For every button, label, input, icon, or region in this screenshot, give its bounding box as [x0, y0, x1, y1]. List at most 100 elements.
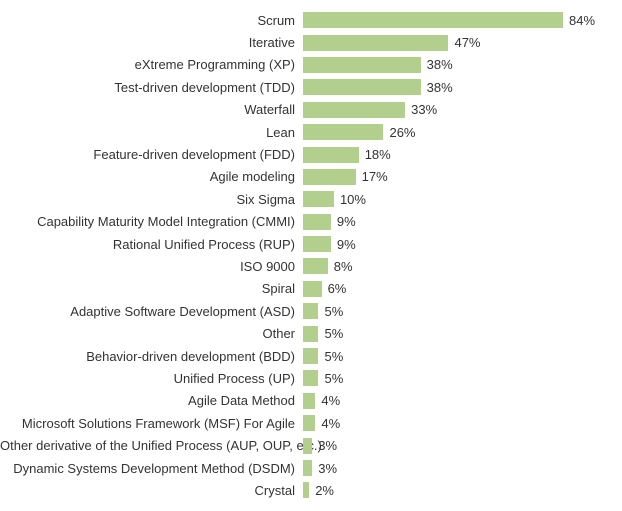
- bar-label: Other: [0, 326, 303, 341]
- bar-area: 3%: [303, 434, 622, 456]
- chart-row: Six Sigma10%: [0, 188, 622, 210]
- bar-label: Iterative: [0, 35, 303, 50]
- bar: [303, 214, 331, 230]
- chart-row: Adaptive Software Development (ASD) 5%: [0, 300, 622, 322]
- bar: [303, 303, 318, 319]
- bar-label: Spiral: [0, 281, 303, 296]
- bar: [303, 460, 312, 476]
- bar: [303, 281, 322, 297]
- bar-area: 5%: [303, 345, 622, 367]
- bar-area: 4%: [303, 390, 622, 412]
- bar: [303, 12, 563, 28]
- chart-row: Waterfall33%: [0, 99, 622, 121]
- bar: [303, 236, 331, 252]
- bar-area: 2%: [303, 479, 622, 501]
- bar-value: 38%: [421, 80, 453, 95]
- bar-value: 47%: [448, 35, 480, 50]
- bar: [303, 79, 421, 95]
- bar: [303, 415, 315, 431]
- chart-row: Feature-driven development (FDD) 18%: [0, 143, 622, 165]
- bar-area: 10%: [303, 188, 622, 210]
- bar: [303, 393, 315, 409]
- bar-value: 8%: [328, 259, 353, 274]
- bar-label: Capability Maturity Model Integration (C…: [0, 214, 303, 229]
- bar-value: 5%: [318, 326, 343, 341]
- bar-value: 4%: [315, 393, 340, 408]
- bar-label: Behavior-driven development (BDD): [0, 349, 303, 364]
- chart-row: Capability Maturity Model Integration (C…: [0, 211, 622, 233]
- bar-label: Agile Data Method: [0, 393, 303, 408]
- bar-label: Adaptive Software Development (ASD): [0, 304, 303, 319]
- chart-row: Test-driven development (TDD) 38%: [0, 76, 622, 98]
- bar-label: eXtreme Programming (XP): [0, 57, 303, 72]
- chart-row: Spiral 6%: [0, 278, 622, 300]
- bar-area: 4%: [303, 412, 622, 434]
- bar-area: 9%: [303, 211, 622, 233]
- bar-value: 4%: [315, 416, 340, 431]
- bar-label: Microsoft Solutions Framework (MSF) For …: [0, 416, 303, 431]
- bar-label: Test-driven development (TDD): [0, 80, 303, 95]
- bar-label: Waterfall: [0, 102, 303, 117]
- bar-value: 3%: [312, 438, 337, 453]
- bar-label: Scrum: [0, 13, 303, 28]
- chart-row: Scrum 84%: [0, 9, 622, 31]
- bar-area: 26%: [303, 121, 622, 143]
- bar-area: 5%: [303, 300, 622, 322]
- bar-area: 84%: [303, 9, 622, 31]
- bar-area: 5%: [303, 322, 622, 344]
- chart-row: Lean 26%: [0, 121, 622, 143]
- bar: [303, 102, 405, 118]
- bar-label: Lean: [0, 125, 303, 140]
- bar: [303, 258, 328, 274]
- bar-label: Unified Process (UP): [0, 371, 303, 386]
- bar-value: 6%: [322, 281, 347, 296]
- methodology-usage-chart: Scrum 84% Iterative 47% eXtreme Programming …: [0, 0, 622, 511]
- bar-area: 8%: [303, 255, 622, 277]
- bar-value: 5%: [318, 349, 343, 364]
- chart-row: Dynamic Systems Development Method (DSDM…: [0, 457, 622, 479]
- bar-value: 38%: [421, 57, 453, 72]
- bar-area: 18%: [303, 143, 622, 165]
- bar-value: 2%: [309, 483, 334, 498]
- chart-row: Agile modeling 17%: [0, 166, 622, 188]
- bar-area: 17%: [303, 166, 622, 188]
- bar-label: Dynamic Systems Development Method (DSDM…: [0, 461, 303, 476]
- chart-row: Crystal 2%: [0, 479, 622, 501]
- bar-value: 3%: [312, 461, 337, 476]
- bar: [303, 35, 448, 51]
- bar-value: 9%: [331, 237, 356, 252]
- bar-value: 9%: [331, 214, 356, 229]
- bar-label: Other derivative of the Unified Process …: [0, 438, 303, 453]
- bar-area: 47%: [303, 31, 622, 53]
- bar: [303, 191, 334, 207]
- bar: [303, 370, 318, 386]
- bar-area: 38%: [303, 54, 622, 76]
- bar-value: 26%: [383, 125, 415, 140]
- bar: [303, 124, 383, 140]
- bar-value: 18%: [359, 147, 391, 162]
- bar: [303, 326, 318, 342]
- bar-label: Feature-driven development (FDD): [0, 147, 303, 162]
- bar-area: 3%: [303, 457, 622, 479]
- bar: [303, 147, 359, 163]
- chart-row: Other derivative of the Unified Process …: [0, 434, 622, 456]
- chart-row: Agile Data Method 4%: [0, 390, 622, 412]
- chart-row: eXtreme Programming (XP) 38%: [0, 54, 622, 76]
- chart-row: Behavior-driven development (BDD) 5%: [0, 345, 622, 367]
- chart-row: Iterative 47%: [0, 31, 622, 53]
- chart-row: Other 5%: [0, 322, 622, 344]
- bar-area: 9%: [303, 233, 622, 255]
- bar: [303, 438, 312, 454]
- chart-row: Rational Unified Process (RUP)9%: [0, 233, 622, 255]
- bar-area: 33%: [303, 99, 622, 121]
- chart-row: Microsoft Solutions Framework (MSF) For …: [0, 412, 622, 434]
- bar-value: 5%: [318, 304, 343, 319]
- bar-value: 17%: [356, 169, 388, 184]
- chart-row: Unified Process (UP)5%: [0, 367, 622, 389]
- bar: [303, 169, 356, 185]
- bar-label: Crystal: [0, 483, 303, 498]
- bar-value: 84%: [563, 13, 595, 28]
- bar: [303, 348, 318, 364]
- bar-label: Agile modeling: [0, 169, 303, 184]
- bar-label: ISO 9000: [0, 259, 303, 274]
